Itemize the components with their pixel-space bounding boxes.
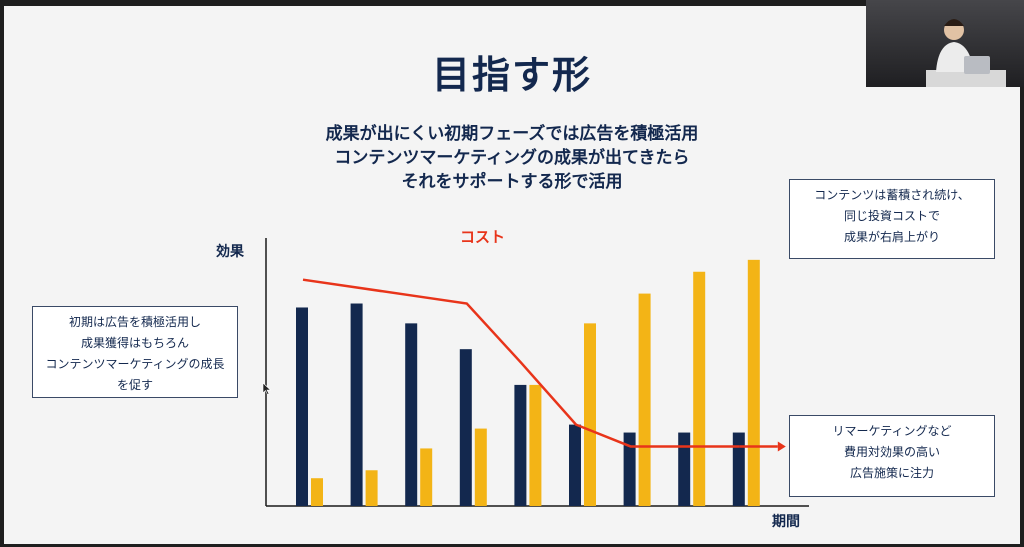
bar-series1-period-9 — [732, 432, 745, 506]
callout-remarketing: リマーケティングなど 費用対効果の高い 広告施策に注力 — [789, 415, 995, 497]
presentation-slide: 目指す形 成果が出にくい初期フェーズでは広告を積極活用 コンテンツマーケティング… — [4, 6, 1020, 544]
cost-arrow-head-icon — [777, 441, 786, 452]
callout-early-line-4: を促す — [116, 378, 153, 392]
bar-series2-period-4 — [474, 428, 487, 506]
bars-group — [296, 259, 760, 506]
subtitle-line-1: 成果が出にくい初期フェーズでは広告を積極活用 — [325, 124, 699, 144]
presenter-video-icon — [866, 0, 1024, 87]
effect-bar-chart: 効果 期間 コスト — [216, 228, 809, 530]
webcam-overlay — [866, 0, 1024, 87]
callout-growth-line-3: 成果が右肩上がり — [843, 230, 940, 244]
bar-series2-period-6 — [584, 323, 596, 506]
bar-series2-period-1 — [311, 478, 323, 506]
bar-series2-period-9 — [747, 259, 760, 506]
bar-series1-period-1 — [296, 307, 308, 506]
x-axis-label: 期間 — [772, 514, 800, 530]
mouse-cursor-icon — [262, 382, 272, 395]
y-axis-label: 効果 — [216, 243, 245, 260]
cost-line-group — [302, 278, 786, 452]
callout-early-line-3: コンテンツマーケティングの成長 — [45, 357, 225, 371]
callout-remarketing-line-3: 広告施策に注力 — [849, 466, 934, 480]
callout-content-growth: コンテンツは蓄積され続け、 同じ投資コストで 成果が右肩上がり — [789, 179, 995, 259]
bar-series1-period-4 — [459, 349, 472, 506]
cost-line — [302, 278, 740, 448]
callout-early-line-2: 成果獲得はもちろん — [80, 336, 189, 350]
callout-remarketing-line-2: 費用対効果の高い — [843, 445, 940, 459]
bar-series1-period-7 — [623, 432, 636, 506]
subtitle-line-3: それをサポートする形で活用 — [401, 172, 623, 192]
cost-line-label: コスト — [460, 228, 505, 246]
bar-series2-period-2 — [365, 470, 378, 506]
bar-series2-period-5 — [529, 384, 542, 506]
bar-series2-period-3 — [420, 448, 433, 506]
bar-series1-period-3 — [405, 323, 418, 506]
bar-series1-period-2 — [350, 303, 363, 506]
callout-early-phase: 初期は広告を積極活用し 成果獲得はもちろん コンテンツマーケティングの成長 を促… — [32, 306, 238, 398]
bar-series1-period-5 — [514, 384, 527, 506]
callout-growth-line-2: 同じ投資コストで — [843, 209, 940, 223]
subtitle-line-2: コンテンツマーケティングの成果が出てきたら — [334, 148, 690, 168]
slide-title: 目指す形 — [431, 53, 592, 97]
callout-growth-line-1: コンテンツは蓄積され続け、 — [814, 188, 970, 202]
bar-series2-period-8 — [693, 271, 706, 506]
callout-early-line-1: 初期は広告を積極活用し — [68, 315, 201, 329]
slide-subtitle: 成果が出にくい初期フェーズでは広告を積極活用 コンテンツマーケティングの成果が出… — [4, 122, 1020, 194]
bar-series1-period-6 — [569, 424, 581, 506]
bar-series2-period-7 — [638, 293, 651, 506]
bar-series1-period-8 — [678, 432, 691, 506]
callout-remarketing-line-1: リマーケティングなど — [832, 424, 952, 438]
